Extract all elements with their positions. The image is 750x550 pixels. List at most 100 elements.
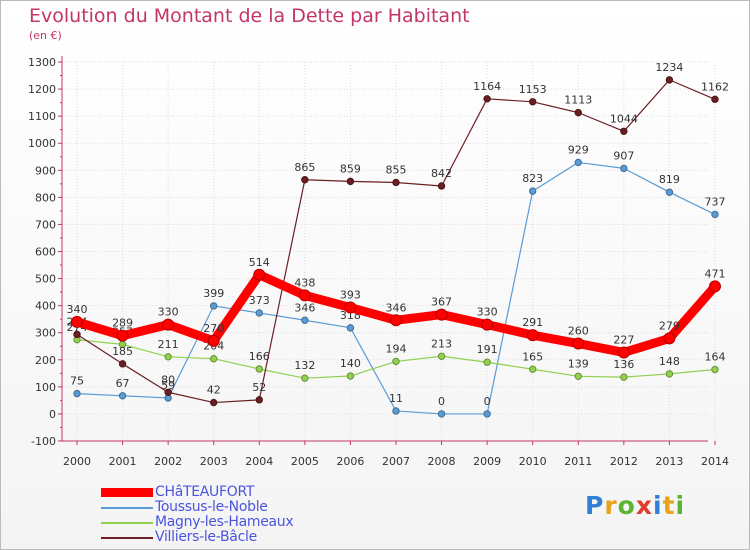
data-label-toussus-le-noble: 823 [522,172,543,185]
data-label-villiers-le-bacle: 855 [385,163,406,176]
data-point-chateaufort [344,301,357,314]
data-point-magny-les-hameaux [620,373,628,381]
y-tick-label: -100 [31,435,56,448]
data-point-chateaufort [116,329,129,342]
data-label-chateaufort: 291 [522,316,543,329]
data-label-toussus-le-noble: 75 [70,375,84,388]
data-point-villiers-le-bacle [437,182,446,190]
y-tick-label: 1000 [28,137,56,150]
data-label-magny-les-hameaux: 132 [294,359,315,372]
data-label-toussus-le-noble: 0 [484,395,491,408]
y-tick-label: 100 [35,381,56,394]
x-tick-label: 2013 [655,455,683,468]
data-label-villiers-le-bacle: 1162 [701,80,729,93]
data-label-chateaufort: 346 [385,301,406,314]
data-label-toussus-le-noble: 373 [249,294,270,307]
data-point-magny-les-hameaux [392,357,400,366]
data-label-magny-les-hameaux: 166 [249,350,270,363]
x-tick-label: 2010 [519,455,547,468]
data-label-villiers-le-bacle: 1234 [655,61,683,74]
data-label-toussus-le-noble: 67 [116,377,130,390]
legend-swatch [101,488,153,497]
data-point-villiers-le-bacle [118,360,127,368]
data-point-toussus-le-noble [118,392,127,400]
logo-letter: x [635,491,653,520]
y-tick-label: 400 [35,300,56,313]
data-label-chateaufort: 438 [294,276,315,289]
data-label-toussus-le-noble: 907 [613,149,634,162]
data-label-chateaufort: 367 [431,296,452,309]
data-label-chateaufort: 227 [613,333,634,346]
data-label-villiers-le-bacle: 80 [161,373,175,386]
data-label-villiers-le-bacle: 1153 [519,83,547,96]
data-point-chateaufort [253,268,266,281]
data-point-villiers-le-bacle [574,108,582,117]
x-tick-label: 2008 [428,455,456,468]
data-point-chateaufort [663,332,676,345]
data-point-magny-les-hameaux [574,372,582,380]
logo-letter: r [604,491,618,520]
x-tick-label: 2007 [382,455,410,468]
data-point-chateaufort [389,314,402,327]
data-point-toussus-le-noble [210,302,218,310]
data-point-toussus-le-noble [346,324,355,332]
data-label-magny-les-hameaux: 139 [568,357,589,370]
data-label-toussus-le-noble: 819 [659,173,680,186]
x-tick-label: 2011 [564,455,592,468]
data-label-chateaufort: 330 [158,306,179,319]
data-point-magny-les-hameaux [711,365,719,374]
data-point-toussus-le-noble [620,164,628,173]
data-label-toussus-le-noble: 737 [704,195,725,208]
data-point-chateaufort [617,346,630,359]
data-label-magny-les-hameaux: 164 [704,351,725,364]
data-label-toussus-le-noble: 0 [438,395,445,408]
data-point-magny-les-hameaux [437,352,446,360]
x-tick-label: 2005 [291,455,319,468]
x-tick-label: 2000 [63,455,91,468]
y-tick-label: 1100 [28,110,56,123]
logo-letter: o [617,491,636,520]
y-tick-label: 500 [35,273,56,286]
data-label-magny-les-hameaux: 211 [158,338,179,351]
y-tick-label: 700 [35,218,56,231]
data-label-villiers-le-bacle: 865 [294,161,315,174]
data-point-chateaufort [708,280,721,293]
chart-title: Evolution du Montant de la Dette par Hab… [29,5,470,27]
data-point-chateaufort [572,337,585,350]
data-point-magny-les-hameaux [164,353,172,361]
data-label-chateaufort: 393 [340,289,361,302]
y-tick-label: 600 [35,246,56,259]
data-point-toussus-le-noble [483,410,491,418]
data-point-villiers-le-bacle [164,388,172,396]
chart-subtitle: (en €) [29,29,62,42]
x-tick-label: 2002 [154,455,182,468]
data-point-chateaufort [526,329,539,342]
data-label-toussus-le-noble: 346 [294,301,315,314]
data-label-villiers-le-bacle: 842 [431,167,452,180]
y-tick-label: 800 [35,191,56,204]
logo-letter: P [585,491,605,520]
proxiti-logo: Proxiti [585,491,685,520]
data-label-magny-les-hameaux: 165 [522,350,543,363]
data-label-chateaufort: 279 [659,319,680,332]
data-point-chateaufort [435,308,448,321]
data-point-chateaufort [298,289,311,302]
data-point-toussus-le-noble [255,309,263,317]
data-point-toussus-le-noble [301,316,309,324]
data-point-villiers-le-bacle [210,398,218,407]
data-point-magny-les-hameaux [665,370,674,378]
data-point-villiers-le-bacle [711,95,719,104]
data-label-magny-les-hameaux: 136 [613,358,634,371]
data-point-toussus-le-noble [392,407,400,415]
y-tick-label: 300 [35,327,56,340]
legend-label: CHâTEAUFORT [155,484,255,500]
logo-letter: i [675,491,686,520]
data-point-villiers-le-bacle [346,177,355,186]
x-tick-label: 2014 [701,455,729,468]
y-tick-label: 200 [35,354,56,367]
data-label-chateaufort: 260 [568,325,589,338]
legend-label: Magny-les-Hameaux [155,514,294,530]
data-point-villiers-le-bacle [392,178,400,187]
data-point-villiers-le-bacle [529,98,537,106]
data-point-villiers-le-bacle [483,95,491,103]
